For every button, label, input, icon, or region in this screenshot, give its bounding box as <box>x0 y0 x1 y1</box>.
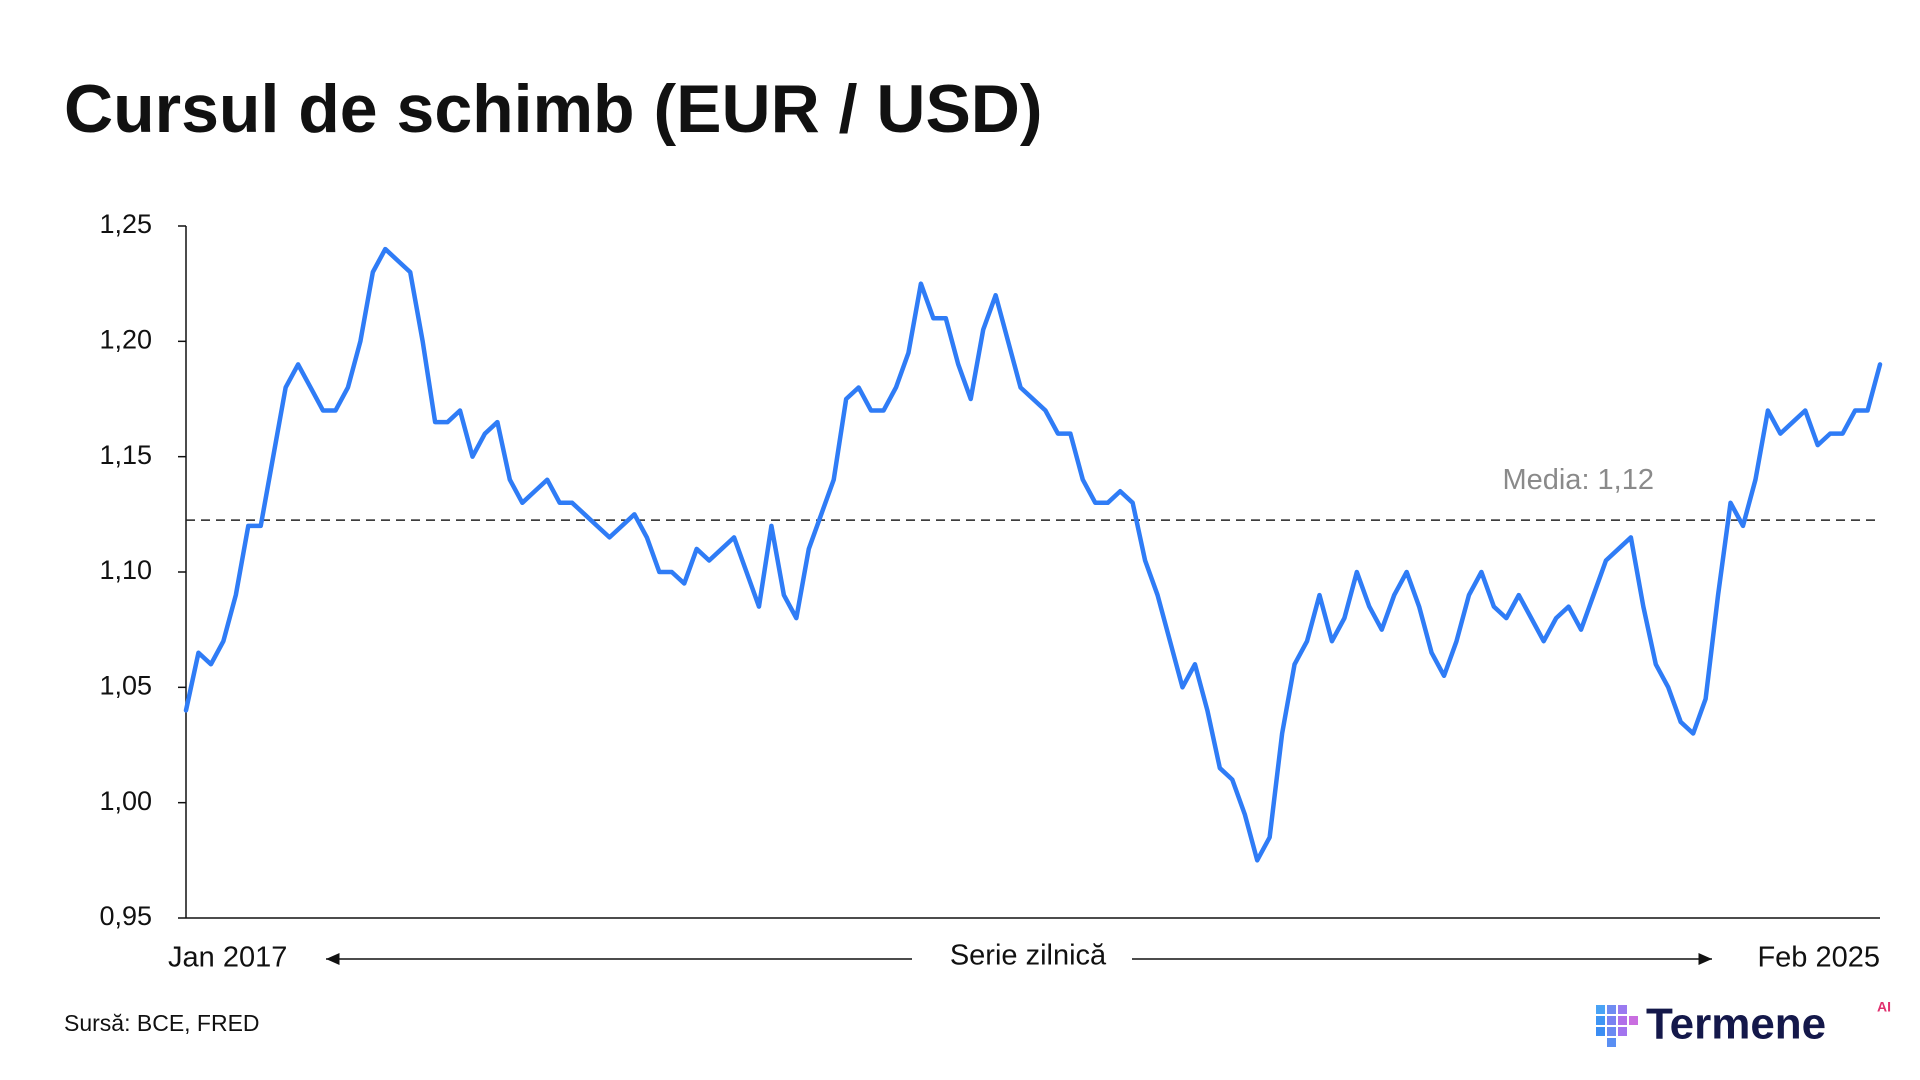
x-axis-label: Serie zilnică <box>950 940 1107 972</box>
brand-name: Termene <box>1646 1000 1826 1049</box>
y-tick-label: 1,25 <box>99 209 152 239</box>
y-tick-label: 1,00 <box>99 786 152 816</box>
y-tick-label: 1,05 <box>99 670 152 700</box>
source: Sursă: BCE, FRED <box>64 1010 260 1036</box>
mean-label: Media: 1,12 <box>1502 464 1654 496</box>
y-tick-label: 0,95 <box>99 901 152 931</box>
y-tick-label: 1,15 <box>99 440 152 470</box>
brand-badge: AI <box>1877 999 1891 1015</box>
y-tick-label: 1,10 <box>99 555 152 585</box>
data-line <box>183 246 1883 863</box>
brand-icon <box>1596 1005 1638 1047</box>
chart-title: Cursul de schimb (EUR / USD) <box>64 71 1043 147</box>
y-tick-label: 1,20 <box>99 324 152 354</box>
x-tick-label: Feb 2025 <box>1757 942 1880 974</box>
x-tick-label: Jan 2017 <box>168 942 287 974</box>
